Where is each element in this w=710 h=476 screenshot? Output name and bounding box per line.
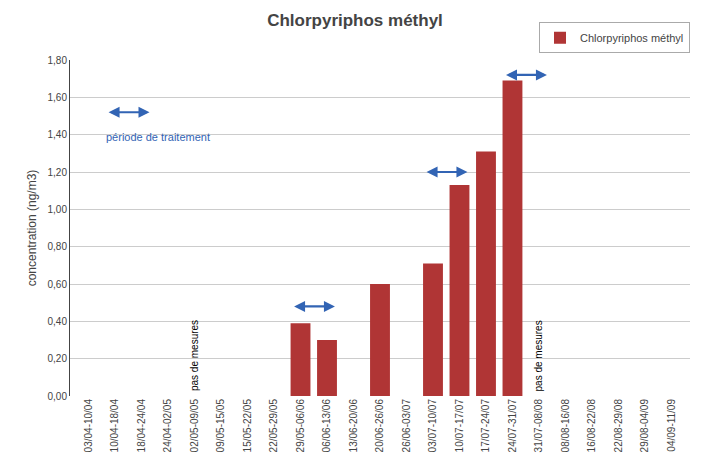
svg-text:29/05-06/06: 29/05-06/06 [295,399,306,453]
svg-text:29/08-04/09: 29/08-04/09 [639,399,650,453]
svg-text:15/05-22/05: 15/05-22/05 [242,399,253,453]
svg-text:période de traitement: période de traitement [106,131,210,143]
svg-text:0,60: 0,60 [48,279,68,290]
svg-text:31/07-08/08: 31/07-08/08 [533,399,544,453]
svg-text:08/08-16/08: 08/08-16/08 [560,399,571,453]
svg-text:1,20: 1,20 [48,167,68,178]
svg-text:18/04-24/04: 18/04-24/04 [136,399,147,453]
svg-text:24/04-02/05: 24/04-02/05 [162,399,173,453]
svg-text:10/04-18/04: 10/04-18/04 [109,399,120,453]
svg-text:0,00: 0,00 [48,391,68,402]
svg-text:1,80: 1,80 [48,55,68,66]
svg-text:1,00: 1,00 [48,204,68,215]
svg-text:10/07-17/07: 10/07-17/07 [454,399,465,453]
svg-text:0,40: 0,40 [48,316,68,327]
svg-text:20/06-26/06: 20/06-26/06 [374,399,385,453]
svg-text:1,60: 1,60 [48,92,68,103]
svg-text:Chlorpyriphos méthyl: Chlorpyriphos méthyl [267,11,443,30]
svg-text:04/09-11/09: 04/09-11/09 [666,399,677,452]
svg-text:pas de mesures: pas de mesures [533,320,544,391]
svg-text:0,80: 0,80 [48,241,68,252]
svg-text:16/08-22/08: 16/08-22/08 [586,399,597,453]
svg-text:03/04-10/04: 03/04-10/04 [83,399,94,453]
svg-text:concentration (ng/m3): concentration (ng/m3) [25,170,39,287]
svg-text:13/06-20/06: 13/06-20/06 [348,399,359,453]
svg-text:0,20: 0,20 [48,353,68,364]
svg-text:09/05-15/05: 09/05-15/05 [215,399,226,453]
svg-text:17/07-24/07: 17/07-24/07 [480,399,491,453]
svg-text:03/07-10/07: 03/07-10/07 [427,399,438,453]
svg-text:06/06-13/06: 06/06-13/06 [321,399,332,453]
svg-text:pas de mesures: pas de mesures [189,320,200,391]
svg-text:02/05-09/05: 02/05-09/05 [189,399,200,453]
svg-text:24/07-31/07: 24/07-31/07 [507,399,518,453]
svg-text:22/08-29/08: 22/08-29/08 [613,399,624,453]
svg-text:26/06-03/07: 26/06-03/07 [401,399,412,453]
svg-text:22/05-29/05: 22/05-29/05 [268,399,279,453]
svg-text:Chlorpyriphos méthyl: Chlorpyriphos méthyl [580,32,683,44]
svg-text:1,40: 1,40 [48,129,68,140]
